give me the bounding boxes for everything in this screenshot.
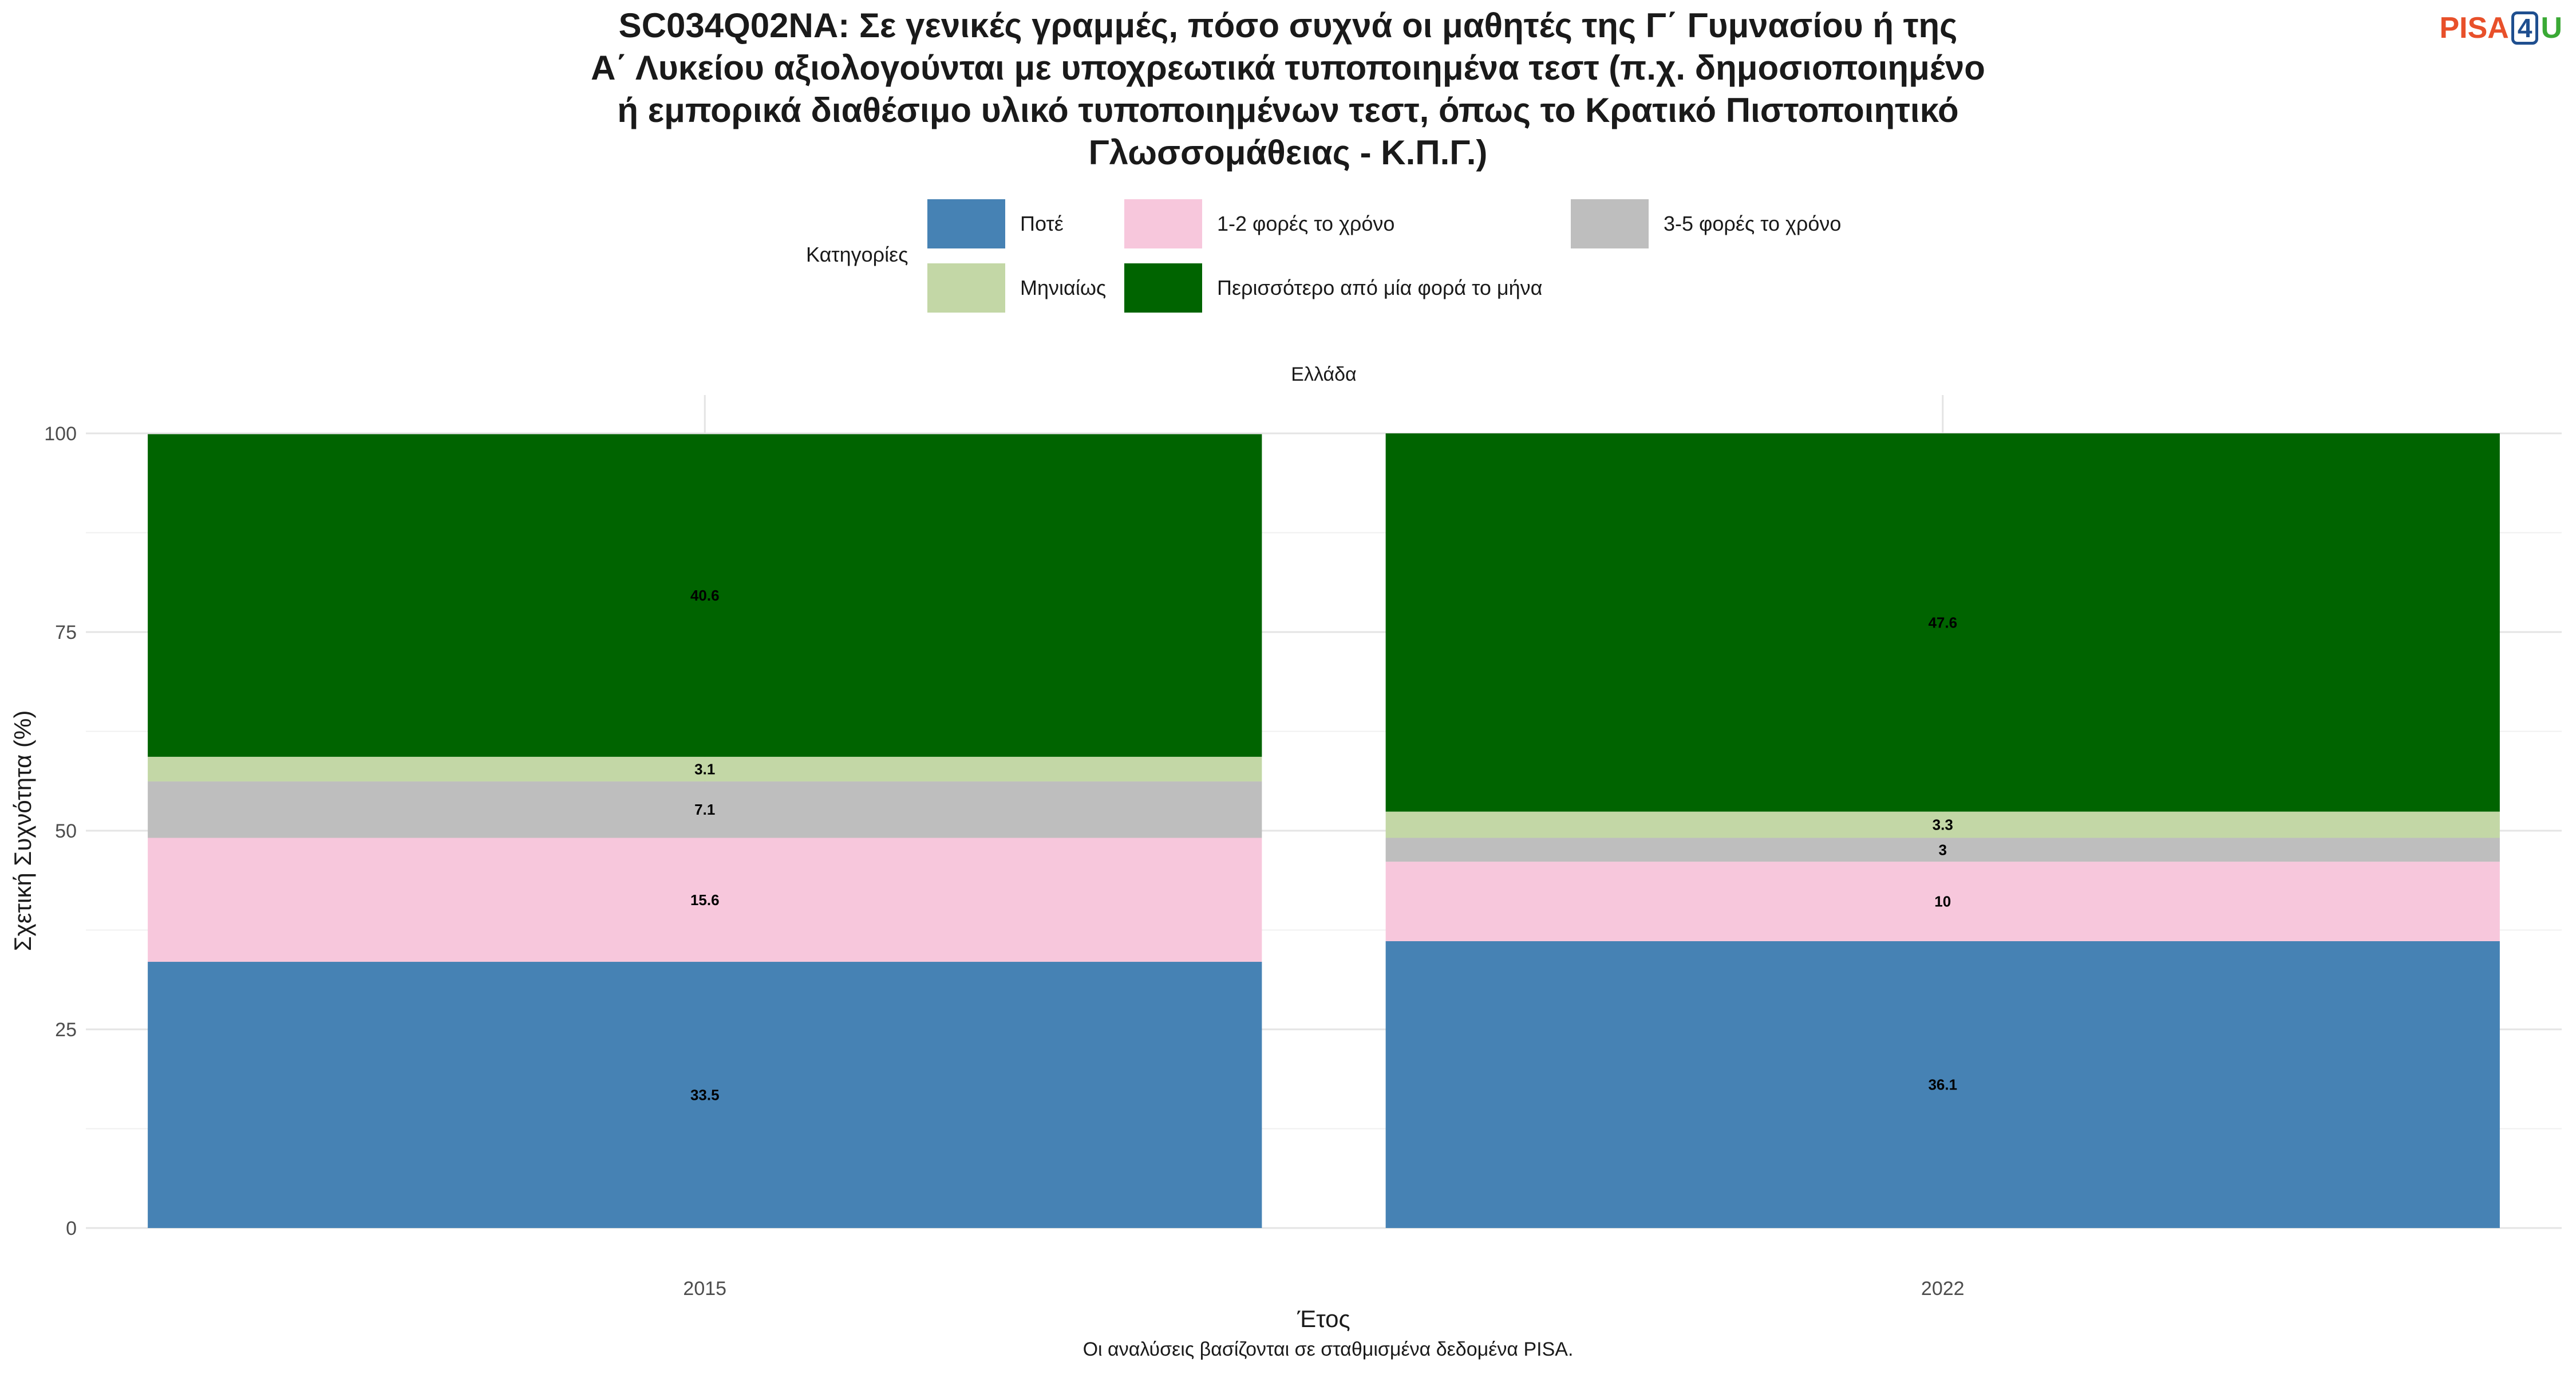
y-axis-title: Σχετική Συχνότητα (%) (9, 710, 36, 951)
bar-segment (148, 434, 1262, 757)
legend-key-more-than-monthly (1124, 263, 1202, 313)
legend-label-never: Ποτέ (1020, 212, 1064, 235)
logo-text-u: U (2541, 11, 2562, 45)
bar-value-label: 3 (1939, 841, 1947, 858)
chart-title: SC034Q02NA: Σε γενικές γραμμές, πόσο συχ… (591, 6, 1985, 172)
bar-value-label: 3.3 (1933, 816, 1953, 834)
bar-value-label: 3.1 (694, 760, 715, 777)
y-tick-label: 25 (55, 1019, 77, 1041)
y-tick-label: 75 (55, 622, 77, 643)
legend-label-1-2-per-year: 1-2 φορές το χρόνο (1217, 212, 1395, 235)
bar-segment (148, 962, 1262, 1228)
bar-segment (1385, 941, 2500, 1228)
x-tick-label: 2015 (683, 1278, 726, 1300)
bar-segment (148, 838, 1262, 962)
bar-segment (148, 781, 1262, 838)
bar-value-label: 15.6 (690, 891, 720, 909)
legend-item-3-5-per-year: 3-5 φορές το χρόνο (1571, 199, 1841, 248)
legend-item-never: Ποτέ (927, 199, 1064, 248)
bar-value-label: 10 (1934, 893, 1951, 910)
legend-label-monthly: Μηνιαίως (1020, 276, 1107, 299)
bar-value-label: 40.6 (690, 587, 720, 604)
legend-item-monthly: Μηνιαίως (927, 263, 1106, 313)
y-tick-label: 0 (66, 1218, 77, 1239)
bar-value-label: 33.5 (690, 1087, 720, 1104)
bar-value-label: 36.1 (1928, 1076, 1957, 1093)
logo-text-pisa: PISA (2439, 11, 2509, 45)
legend-label-3-5-per-year: 3-5 φορές το χρόνο (1664, 212, 1842, 235)
y-tick-label: 100 (44, 423, 77, 445)
bar-value-label: 7.1 (694, 801, 715, 818)
caption: Οι αναλύσεις βασίζονται σε σταθμισμένα δ… (1082, 1339, 1574, 1360)
bar-segment (148, 756, 1262, 781)
logo-text-4: 4 (2511, 11, 2539, 45)
legend-title: Κατηγορίες (806, 243, 908, 266)
x-tick-label: 2022 (1921, 1278, 1965, 1300)
pisa4u-logo: PISA 4 U (2439, 8, 2562, 48)
bar-segment (1385, 433, 2500, 812)
legend-key-1-2-per-year (1124, 199, 1202, 248)
legend-key-monthly (927, 263, 1005, 313)
x-axis-title: Έτος (1297, 1305, 1350, 1332)
legend-key-3-5-per-year (1571, 199, 1649, 248)
legend-key-never (927, 199, 1005, 248)
bar-segment (1385, 811, 2500, 838)
bar-segment (1385, 862, 2500, 941)
y-tick-label: 50 (55, 820, 77, 842)
facet-label: Ελλάδα (1291, 364, 1356, 385)
bar-value-label: 47.6 (1928, 614, 1957, 631)
legend-item-more-than-monthly: Περισσότερο από μία φορά το μήνα (1124, 263, 1542, 313)
legend-label-more-than-monthly: Περισσότερο από μία φορά το μήνα (1217, 276, 1543, 299)
legend-item-1-2-per-year: 1-2 φορές το χρόνο (1124, 199, 1394, 248)
bar-segment (1385, 838, 2500, 862)
